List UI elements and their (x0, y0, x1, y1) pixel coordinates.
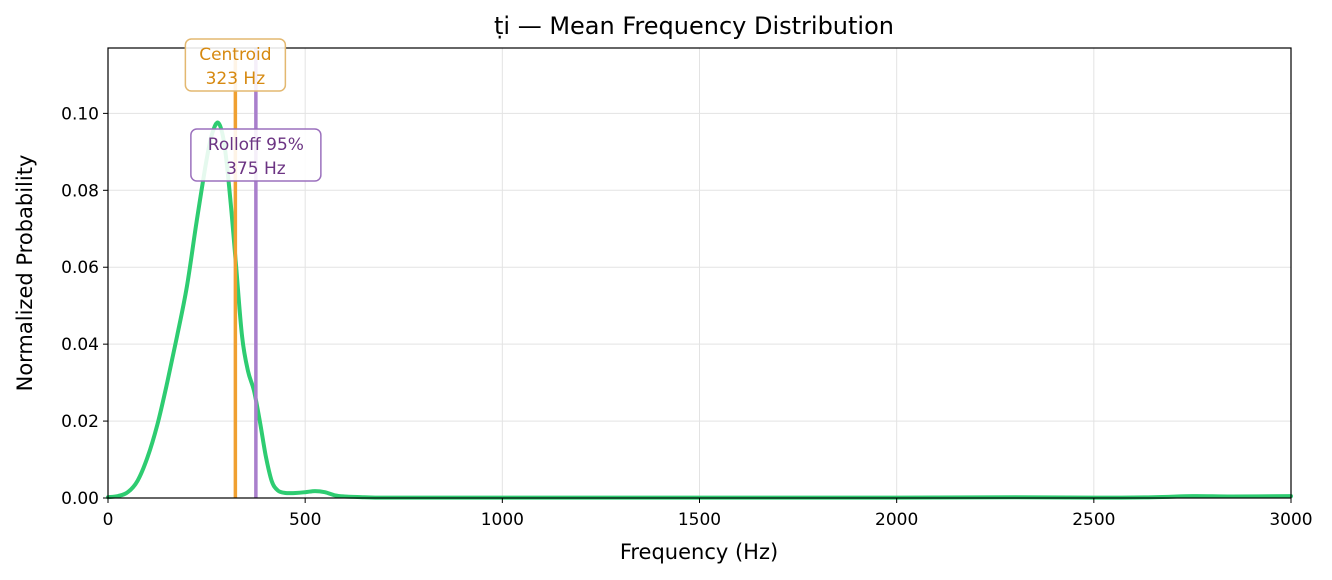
x-tick-label: 500 (289, 510, 321, 530)
y-tick-label: 0.00 (61, 489, 99, 509)
x-tick-label: 3000 (1269, 510, 1312, 530)
rolloff-value: 375 Hz (226, 159, 286, 179)
x-tick-label: 0 (103, 510, 114, 530)
rolloff-label: Rolloff 95% (208, 135, 304, 155)
x-tick-label: 1500 (678, 510, 721, 530)
x-tick-label: 1000 (481, 510, 524, 530)
grid (107, 48, 1292, 499)
x-tick-label: 2000 (875, 510, 918, 530)
y-axis-label: Normalized Probability (13, 155, 37, 392)
y-tick-label: 0.06 (61, 258, 99, 278)
centroid-value: 323 Hz (206, 69, 266, 89)
x-tick-label: 2500 (1072, 510, 1115, 530)
y-tick-label: 0.04 (61, 335, 99, 355)
annotations: Centroid 323 Hz Rolloff 95% 375 Hz (184, 38, 322, 182)
y-tick-label: 0.08 (61, 181, 99, 201)
axis-ticks: 0 500 1000 1500 2000 2500 3000 0.00 0.02 0.04 0.06… (61, 104, 1312, 530)
y-tick-label: 0.02 (61, 412, 99, 432)
y-tick-label: 0.10 (61, 104, 99, 124)
x-axis-label: Frequency (Hz) (620, 540, 778, 564)
centroid-label-box (184, 38, 287, 92)
chart-title: ṭi — Mean Frequency Distribution (494, 12, 894, 40)
centroid-label: Centroid (199, 45, 271, 65)
rolloff-label-box (190, 128, 322, 182)
